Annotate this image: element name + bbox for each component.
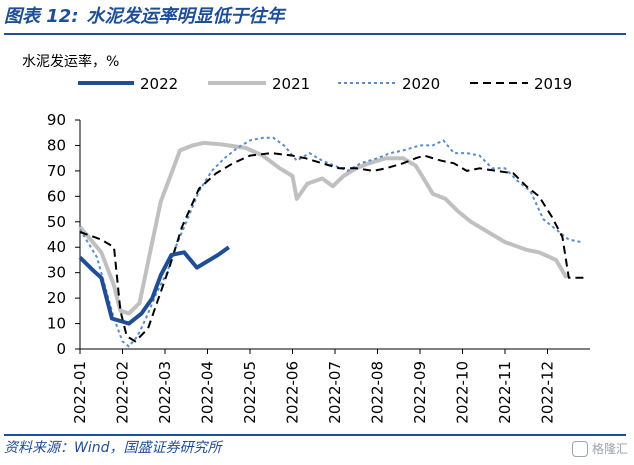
x-tick-label: 2022-07 bbox=[326, 361, 344, 424]
y-tick-label: 60 bbox=[47, 187, 66, 205]
x-tick-label: 2022-06 bbox=[284, 361, 302, 424]
watermark-text: 格隆汇 bbox=[591, 442, 628, 456]
y-tick-label: 40 bbox=[47, 238, 66, 256]
y-tick-label: 50 bbox=[47, 213, 66, 231]
watermark: 格隆汇 bbox=[571, 440, 628, 458]
y-axis-label: 水泥发运率，% bbox=[22, 53, 119, 70]
source-note: 资料来源：Wind，国盛证券研究所 bbox=[4, 440, 222, 456]
series-line-2021 bbox=[78, 140, 569, 316]
legend-label-2020: 2020 bbox=[402, 75, 440, 93]
watermark-logo-icon bbox=[571, 440, 588, 457]
x-tick-label: 2022-10 bbox=[454, 361, 472, 424]
y-tick-label: 30 bbox=[47, 264, 66, 282]
x-tick-label: 2022-12 bbox=[539, 361, 557, 424]
series-line-2020 bbox=[79, 136, 582, 348]
y-tick-label: 90 bbox=[47, 111, 66, 129]
x-tick-label: 2022-02 bbox=[114, 361, 132, 424]
y-tick-label: 70 bbox=[47, 162, 66, 180]
x-tick-label: 2022-08 bbox=[369, 361, 387, 424]
legend-label-2021: 2021 bbox=[272, 75, 310, 93]
title-rule bbox=[4, 33, 626, 35]
x-tick-label: 2022-04 bbox=[199, 361, 217, 424]
figure-label: 图表 12: bbox=[4, 6, 79, 27]
y-tick-label: 80 bbox=[47, 136, 66, 154]
x-tick-label: 2022-09 bbox=[411, 361, 429, 424]
x-tick-label: 2022-01 bbox=[71, 361, 89, 424]
figure-title: 图表 12: 水泥发运率明显低于往年 bbox=[4, 3, 293, 31]
figure-title-text: 水泥发运率明显低于往年 bbox=[86, 6, 285, 27]
x-tick-label: 2022-11 bbox=[496, 361, 514, 424]
y-tick-label: 20 bbox=[47, 289, 66, 307]
series-line-2022 bbox=[78, 245, 230, 326]
y-tick-label: 0 bbox=[56, 340, 66, 358]
legend-label-2019: 2019 bbox=[534, 75, 572, 93]
series-line-2019 bbox=[79, 152, 586, 343]
footer-rule bbox=[4, 434, 626, 436]
x-tick-label: 2022-05 bbox=[241, 361, 259, 424]
legend-label-2022: 2022 bbox=[140, 75, 178, 93]
y-tick-label: 10 bbox=[47, 315, 66, 333]
x-tick-label: 2022-03 bbox=[156, 361, 174, 424]
